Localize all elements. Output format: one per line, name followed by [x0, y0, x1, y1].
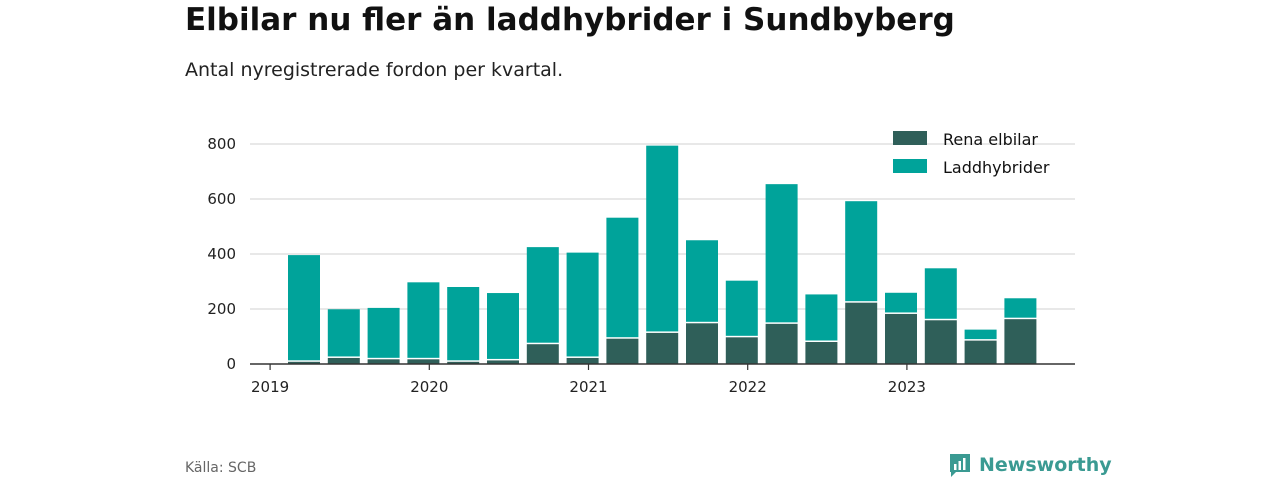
y-tick-400: 400 [207, 245, 236, 263]
bar-laddhybrider-15 [885, 292, 917, 313]
bar-laddhybrider-16 [924, 268, 957, 319]
bar-laddhybrider-0 [288, 255, 320, 361]
bar-elbilar-18 [1004, 319, 1037, 364]
bar-elbilar-8 [606, 338, 639, 364]
legend: Rena elbilar Laddhybrider [893, 130, 1050, 177]
bar-laddhybrider-10 [686, 240, 718, 322]
brand-name: Newsworthy [979, 454, 1112, 476]
bar-elbilar-7 [566, 357, 599, 364]
bar-elbilar-2 [367, 359, 400, 364]
bar-elbilar-12 [765, 323, 798, 364]
y-tick-600: 600 [207, 190, 236, 208]
bar-laddhybrider-2 [367, 307, 400, 358]
bar-elbilar-17 [964, 340, 997, 364]
y-tick-labels: 0 200 400 600 800 [207, 135, 236, 373]
bar-elbilar-1 [327, 357, 360, 364]
bar-elbilar-16 [924, 320, 957, 364]
bar-laddhybrider-9 [646, 145, 679, 332]
bar-elbilar-13 [805, 342, 838, 364]
bar-elbilar-14 [845, 302, 878, 364]
x-tick-2019: 2019 [251, 378, 289, 396]
bar-laddhybrider-4 [447, 287, 480, 361]
newsworthy-logo-icon [950, 453, 970, 477]
bar-laddhybrider-14 [845, 201, 878, 302]
x-tick-2023: 2023 [888, 378, 926, 396]
bar-elbilar-15 [885, 313, 917, 364]
bar-elbilar-9 [646, 332, 679, 364]
legend-label-rena-elbilar: Rena elbilar [943, 130, 1038, 149]
bar-laddhybrider-13 [805, 294, 838, 341]
x-tick-labels: 2019 2020 2021 2022 2023 [251, 364, 926, 396]
bar-elbilar-0 [288, 361, 320, 364]
bar-elbilar-3 [407, 359, 440, 364]
bar-laddhybrider-7 [566, 252, 599, 357]
brand-logo[interactable]: Newsworthy [948, 452, 1112, 478]
x-tick-2020: 2020 [410, 378, 448, 396]
y-tick-800: 800 [207, 135, 236, 153]
bar-elbilar-11 [725, 337, 758, 364]
legend-swatch-rena-elbilar [893, 131, 927, 145]
bar-laddhybrider-1 [327, 309, 360, 357]
chart-subtitle: Antal nyregistrerade fordon per kvartal. [185, 59, 564, 81]
source-note: Källa: SCB [185, 460, 257, 476]
bar-elbilar-5 [487, 360, 519, 364]
chart-title: Elbilar nu fler än laddhybrider i Sundby… [185, 2, 955, 38]
bar-laddhybrider-8 [606, 217, 639, 338]
y-tick-0: 0 [226, 355, 236, 373]
bar-elbilar-6 [526, 344, 559, 364]
bar-laddhybrider-11 [725, 280, 758, 336]
legend-label-laddhybrider: Laddhybrider [943, 158, 1050, 177]
x-tick-2021: 2021 [569, 378, 607, 396]
bar-laddhybrider-5 [487, 293, 519, 359]
bar-elbilar-4 [447, 361, 480, 364]
x-tick-2022: 2022 [729, 378, 767, 396]
bar-laddhybrider-12 [765, 184, 798, 323]
bar-laddhybrider-3 [407, 282, 440, 358]
bar-elbilar-10 [686, 323, 718, 364]
bar-laddhybrider-18 [1004, 298, 1037, 318]
bars [288, 145, 1037, 364]
bar-laddhybrider-6 [526, 247, 559, 343]
y-tick-200: 200 [207, 300, 236, 318]
bar-laddhybrider-17 [964, 329, 997, 340]
legend-swatch-laddhybrider [893, 159, 927, 173]
